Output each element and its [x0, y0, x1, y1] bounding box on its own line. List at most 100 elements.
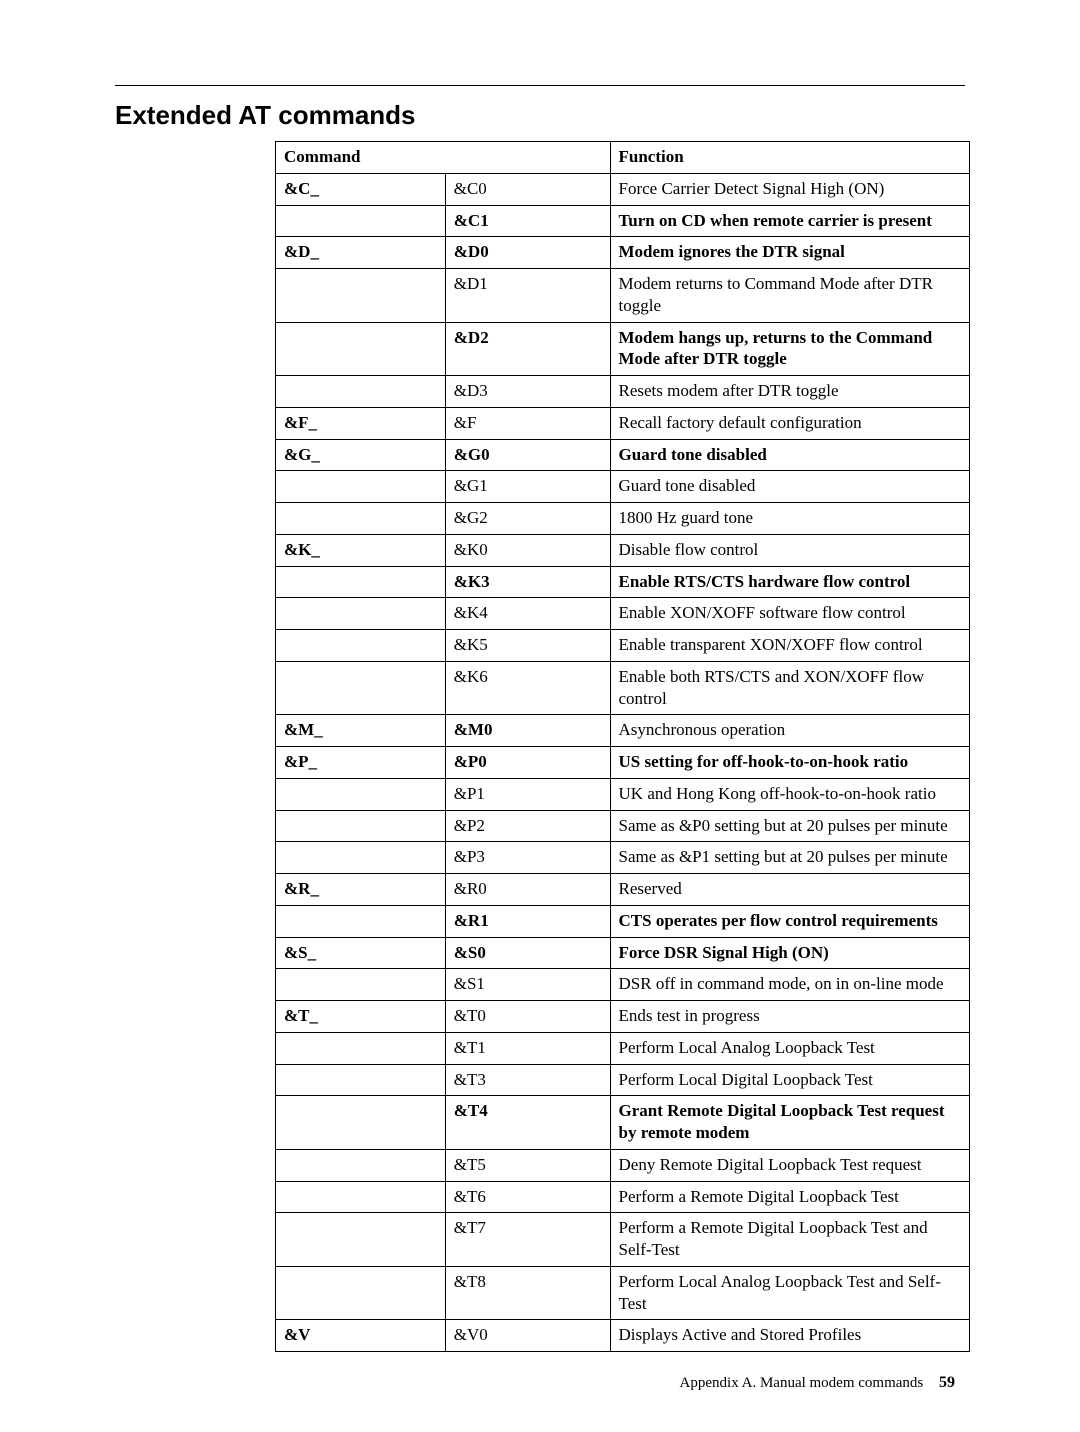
- table-row: &M_&M0Asynchronous operation: [276, 715, 970, 747]
- command-code-cell: &D0: [445, 237, 610, 269]
- command-function-cell: 1800 Hz guard tone: [610, 503, 969, 535]
- command-group-cell: &C_: [276, 173, 446, 205]
- table-row: &T5Deny Remote Digital Loopback Test req…: [276, 1149, 970, 1181]
- footer-page-number: 59: [939, 1374, 955, 1392]
- command-code-cell: &R1: [445, 905, 610, 937]
- command-function-cell: Turn on CD when remote carrier is presen…: [610, 205, 969, 237]
- command-group-cell: &R_: [276, 874, 446, 906]
- table-row: &R_&R0Reserved: [276, 874, 970, 906]
- table-row: &P2Same as &P0 setting but at 20 pulses …: [276, 810, 970, 842]
- command-function-cell: Modem hangs up, returns to the Command M…: [610, 322, 969, 376]
- table-row: &S_&S0Force DSR Signal High (ON): [276, 937, 970, 969]
- page-footer: Appendix A. Manual modem commands 59: [115, 1374, 965, 1392]
- command-code-cell: &P1: [445, 778, 610, 810]
- command-function-cell: Perform Local Digital Loopback Test: [610, 1064, 969, 1096]
- command-code-cell: &M0: [445, 715, 610, 747]
- header-function: Function: [610, 142, 969, 174]
- command-code-cell: &K4: [445, 598, 610, 630]
- command-code-cell: &G1: [445, 471, 610, 503]
- table-row: &P_&P0US setting for off-hook-to-on-hook…: [276, 747, 970, 779]
- command-function-cell: Displays Active and Stored Profiles: [610, 1320, 969, 1352]
- command-code-cell: &P0: [445, 747, 610, 779]
- command-code-cell: &T5: [445, 1149, 610, 1181]
- table-row: &C_&C0Force Carrier Detect Signal High (…: [276, 173, 970, 205]
- command-function-cell: Reserved: [610, 874, 969, 906]
- command-function-cell: Same as &P0 setting but at 20 pulses per…: [610, 810, 969, 842]
- command-code-cell: &S0: [445, 937, 610, 969]
- command-code-cell: &D1: [445, 269, 610, 323]
- page-title: Extended AT commands: [115, 100, 965, 131]
- command-group-cell: [276, 1149, 446, 1181]
- table-row: &K4Enable XON/XOFF software flow control: [276, 598, 970, 630]
- table-row: &G21800 Hz guard tone: [276, 503, 970, 535]
- command-group-cell: [276, 1096, 446, 1150]
- command-group-cell: [276, 969, 446, 1001]
- command-function-cell: Perform a Remote Digital Loopback Test a…: [610, 1213, 969, 1267]
- command-code-cell: &K5: [445, 630, 610, 662]
- table-row: &K3Enable RTS/CTS hardware flow control: [276, 566, 970, 598]
- table-row: &P3Same as &P1 setting but at 20 pulses …: [276, 842, 970, 874]
- command-code-cell: &G0: [445, 439, 610, 471]
- command-group-cell: [276, 810, 446, 842]
- table-row: &G1Guard tone disabled: [276, 471, 970, 503]
- command-code-cell: &K3: [445, 566, 610, 598]
- command-function-cell: Disable flow control: [610, 534, 969, 566]
- command-code-cell: &D3: [445, 376, 610, 408]
- command-code-cell: &T0: [445, 1001, 610, 1033]
- command-function-cell: Resets modem after DTR toggle: [610, 376, 969, 408]
- table-row: &P1UK and Hong Kong off-hook-to-on-hook …: [276, 778, 970, 810]
- command-group-cell: [276, 503, 446, 535]
- command-function-cell: DSR off in command mode, on in on-line m…: [610, 969, 969, 1001]
- table-row: &K6Enable both RTS/CTS and XON/XOFF flow…: [276, 661, 970, 715]
- command-group-cell: [276, 1213, 446, 1267]
- table-row: &T3Perform Local Digital Loopback Test: [276, 1064, 970, 1096]
- command-code-cell: &K0: [445, 534, 610, 566]
- command-group-cell: &V: [276, 1320, 446, 1352]
- command-function-cell: Ends test in progress: [610, 1001, 969, 1033]
- command-code-cell: &P3: [445, 842, 610, 874]
- footer-text: Appendix A. Manual modem commands: [680, 1375, 924, 1391]
- command-function-cell: Enable XON/XOFF software flow control: [610, 598, 969, 630]
- command-group-cell: [276, 598, 446, 630]
- command-code-cell: &T3: [445, 1064, 610, 1096]
- table-row: &R1CTS operates per flow control require…: [276, 905, 970, 937]
- command-function-cell: Enable RTS/CTS hardware flow control: [610, 566, 969, 598]
- command-code-cell: &T7: [445, 1213, 610, 1267]
- table-row: &T8Perform Local Analog Loopback Test an…: [276, 1266, 970, 1320]
- command-group-cell: [276, 1266, 446, 1320]
- header-command: Command: [276, 142, 611, 174]
- table-row: &F_&FRecall factory default configuratio…: [276, 407, 970, 439]
- command-group-cell: [276, 471, 446, 503]
- table-row: &K5Enable transparent XON/XOFF flow cont…: [276, 630, 970, 662]
- command-group-cell: &K_: [276, 534, 446, 566]
- command-function-cell: Force Carrier Detect Signal High (ON): [610, 173, 969, 205]
- command-group-cell: &T_: [276, 1001, 446, 1033]
- table-container: Command Function &C_&C0Force Carrier Det…: [275, 141, 970, 1352]
- command-group-cell: &F_: [276, 407, 446, 439]
- command-code-cell: &C1: [445, 205, 610, 237]
- command-function-cell: Recall factory default configuration: [610, 407, 969, 439]
- command-function-cell: Grant Remote Digital Loopback Test reque…: [610, 1096, 969, 1150]
- table-row: &D1Modem returns to Command Mode after D…: [276, 269, 970, 323]
- table-row: &C1Turn on CD when remote carrier is pre…: [276, 205, 970, 237]
- command-group-cell: [276, 778, 446, 810]
- table-row: &T1Perform Local Analog Loopback Test: [276, 1032, 970, 1064]
- command-group-cell: [276, 205, 446, 237]
- command-function-cell: CTS operates per flow control requiremen…: [610, 905, 969, 937]
- table-row: &T7Perform a Remote Digital Loopback Tes…: [276, 1213, 970, 1267]
- command-group-cell: [276, 842, 446, 874]
- command-code-cell: &D2: [445, 322, 610, 376]
- command-group-cell: [276, 269, 446, 323]
- command-code-cell: &V0: [445, 1320, 610, 1352]
- command-group-cell: [276, 1032, 446, 1064]
- command-function-cell: Perform Local Analog Loopback Test and S…: [610, 1266, 969, 1320]
- command-group-cell: &D_: [276, 237, 446, 269]
- command-function-cell: Guard tone disabled: [610, 439, 969, 471]
- command-function-cell: Guard tone disabled: [610, 471, 969, 503]
- table-row: &V&V0Displays Active and Stored Profiles: [276, 1320, 970, 1352]
- command-function-cell: Enable both RTS/CTS and XON/XOFF flow co…: [610, 661, 969, 715]
- command-function-cell: UK and Hong Kong off-hook-to-on-hook rat…: [610, 778, 969, 810]
- command-code-cell: &T6: [445, 1181, 610, 1213]
- command-function-cell: Asynchronous operation: [610, 715, 969, 747]
- table-row: &G_&G0Guard tone disabled: [276, 439, 970, 471]
